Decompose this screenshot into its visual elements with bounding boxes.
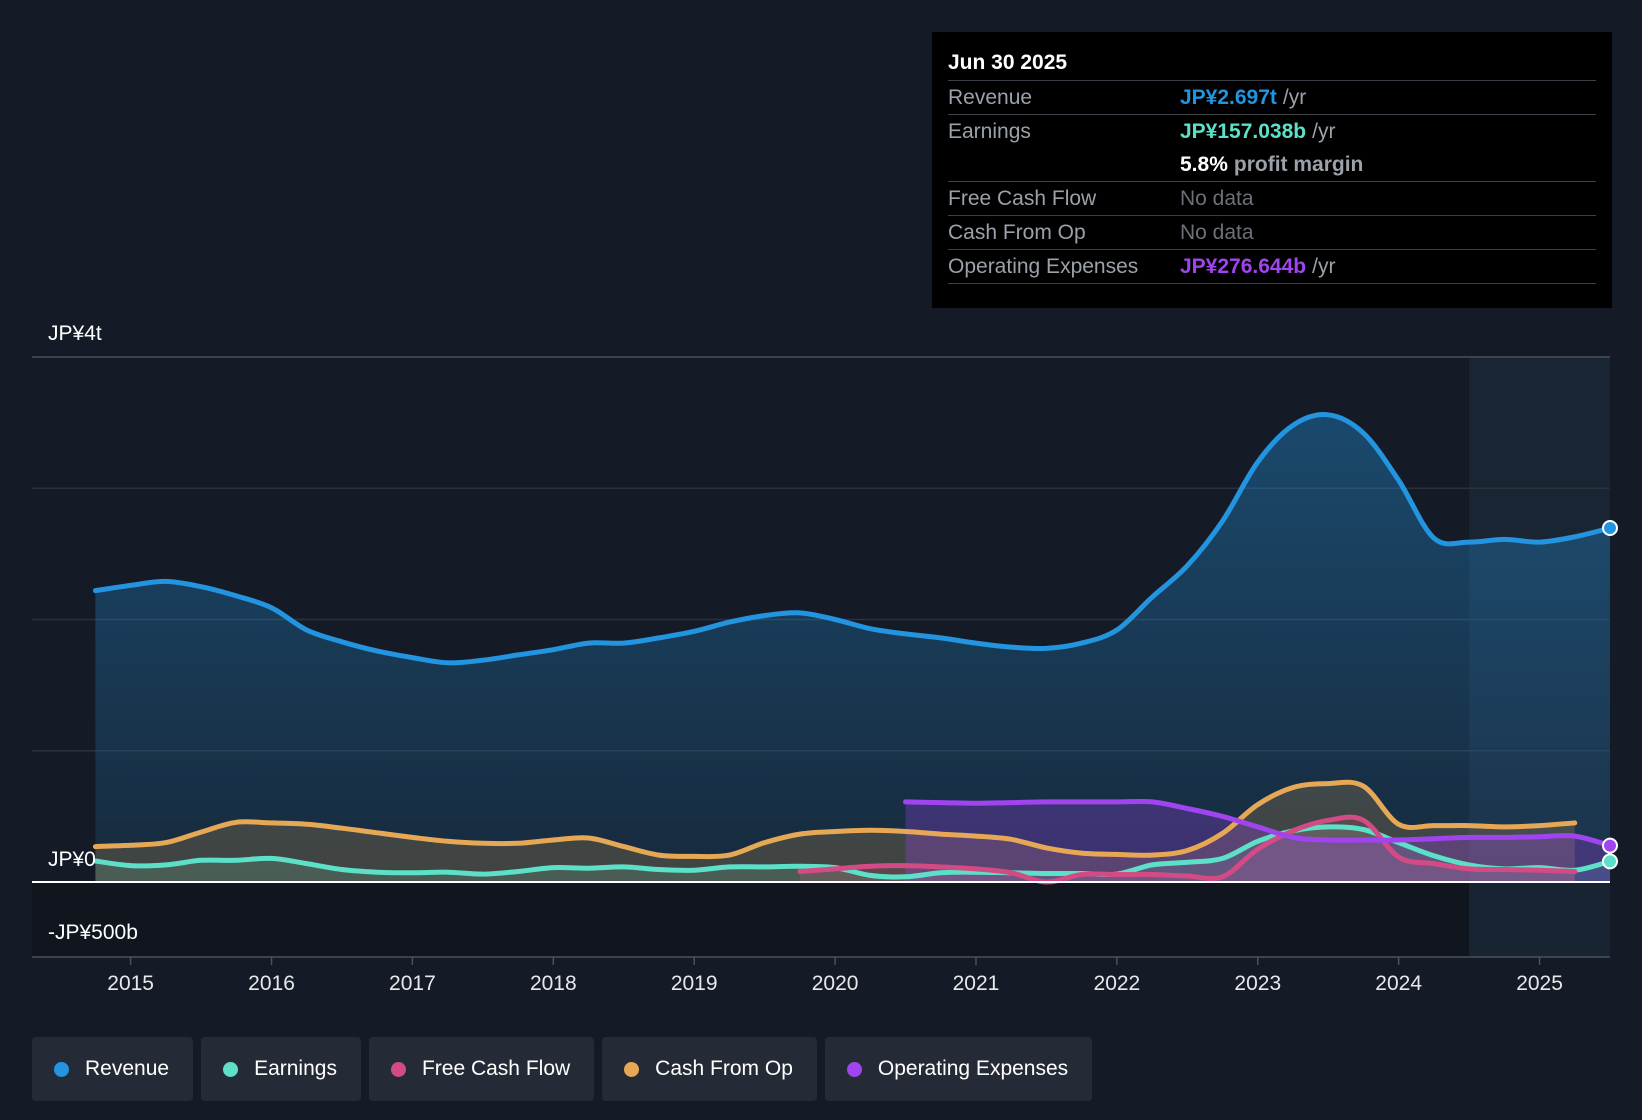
operating-expenses-line bbox=[903, 798, 1613, 849]
x-tick-label: 2025 bbox=[1516, 972, 1563, 995]
x-tick-label: 2016 bbox=[248, 972, 295, 995]
tooltip-row: Operating Expenses JP¥276.644b/yr bbox=[948, 250, 1596, 284]
legend-label: Cash From Op bbox=[655, 1057, 793, 1080]
legend-dot-icon bbox=[390, 1061, 406, 1077]
tooltip-row-value: No data bbox=[1180, 187, 1254, 210]
tooltip-row-label: Earnings bbox=[948, 120, 1031, 143]
tooltip-row-label bbox=[948, 148, 1180, 181]
legend-item-revenue[interactable]: Revenue bbox=[32, 1037, 194, 1101]
x-tick-label: 2021 bbox=[953, 972, 1000, 995]
legend-label: Earnings bbox=[254, 1057, 337, 1080]
cash-from-op-line bbox=[92, 779, 1578, 860]
y-tick-label: JP¥0 bbox=[48, 848, 96, 871]
tooltip-row: Cash From Op No data bbox=[948, 216, 1596, 250]
tooltip-date: Jun 30 2025 bbox=[948, 46, 1596, 81]
tooltip-row-label: Free Cash Flow bbox=[948, 187, 1097, 210]
legend-dot-icon bbox=[54, 1061, 69, 1077]
tooltip-row-value: JP¥2.697t bbox=[1180, 86, 1277, 109]
legend-label: Revenue bbox=[85, 1057, 170, 1080]
negative-region bbox=[32, 882, 1610, 957]
legend-item-cash-from-op[interactable]: Cash From Op bbox=[602, 1037, 817, 1101]
x-tick-label: 2015 bbox=[107, 972, 154, 995]
earnings-area bbox=[95, 826, 1610, 882]
tooltip-row-unit: /yr bbox=[1282, 86, 1307, 109]
tooltip-row-value: JP¥157.038b bbox=[1180, 120, 1307, 143]
legend-dot-icon bbox=[624, 1061, 640, 1077]
revenue-area bbox=[95, 414, 1610, 882]
x-tick-label: 2022 bbox=[1094, 972, 1141, 995]
legend-item-earnings[interactable]: Earnings bbox=[201, 1037, 361, 1101]
earnings-end-marker bbox=[1602, 853, 1618, 870]
series-lines bbox=[32, 412, 1613, 885]
legend-item-free-cash-flow[interactable]: Free Cash Flow bbox=[368, 1037, 595, 1101]
tooltip-row-value: JP¥276.644b bbox=[1180, 255, 1307, 278]
tooltip-row-label: Operating Expenses bbox=[948, 255, 1139, 278]
legend-item-operating-expenses[interactable]: Operating Expenses bbox=[824, 1037, 1093, 1101]
x-tick-label: 2024 bbox=[1375, 972, 1422, 995]
series-end-markers bbox=[1602, 520, 1618, 870]
y-axis-labels: JP¥4t JP¥0 -JP¥500b bbox=[48, 322, 138, 944]
tooltip-row-unit: profit margin bbox=[1233, 153, 1364, 176]
legend-label: Operating Expenses bbox=[877, 1057, 1069, 1080]
y-tick-label: JP¥4t bbox=[48, 322, 102, 345]
tooltip-row-label: Cash From Op bbox=[948, 221, 1086, 244]
tooltip-row-label: Revenue bbox=[948, 86, 1033, 109]
x-axis-labels: 2015 2016 2017 2018 2019 2020 2021 2022 2023 2024… bbox=[107, 957, 1563, 995]
x-tick-label: 2020 bbox=[812, 972, 859, 995]
legend: Revenue Earnings Free Cash Flow Cash From O… bbox=[32, 1037, 1100, 1101]
free-cash-flow-area bbox=[799, 817, 1575, 883]
tooltip-row-unit: /yr bbox=[1312, 255, 1336, 278]
tooltip-row-value: 5.8% bbox=[1180, 153, 1228, 176]
revenue-line bbox=[92, 412, 1613, 666]
y-tick-label: -JP¥500b bbox=[48, 921, 138, 944]
x-tick-label: 2023 bbox=[1234, 972, 1281, 995]
free-cash-flow-line bbox=[797, 814, 1578, 885]
earnings-line bbox=[92, 824, 1613, 880]
tooltip-row: Earnings JP¥157.038b/yr bbox=[948, 115, 1596, 148]
tooltip-row-value: No data bbox=[1180, 221, 1254, 244]
legend-dot-icon bbox=[223, 1061, 239, 1077]
x-tick-label: 2017 bbox=[389, 972, 436, 995]
tooltip-row-unit: /yr bbox=[1312, 120, 1336, 143]
x-tick-label: 2018 bbox=[530, 972, 577, 995]
tooltip-row: Revenue JP¥2.697t/yr bbox=[948, 81, 1596, 115]
operating-expenses-end-marker bbox=[1602, 837, 1618, 854]
legend-dot-icon bbox=[846, 1061, 862, 1077]
x-tick-label: 2019 bbox=[671, 972, 718, 995]
tooltip-row: 5.8% profit margin bbox=[948, 148, 1596, 182]
tooltip-row: Free Cash Flow No data bbox=[948, 182, 1596, 216]
legend-label: Free Cash Flow bbox=[421, 1057, 571, 1080]
tooltip: Jun 30 2025 Revenue JP¥2.697t/yr Earnings J… bbox=[932, 32, 1612, 308]
revenue-end-marker bbox=[1602, 520, 1618, 537]
